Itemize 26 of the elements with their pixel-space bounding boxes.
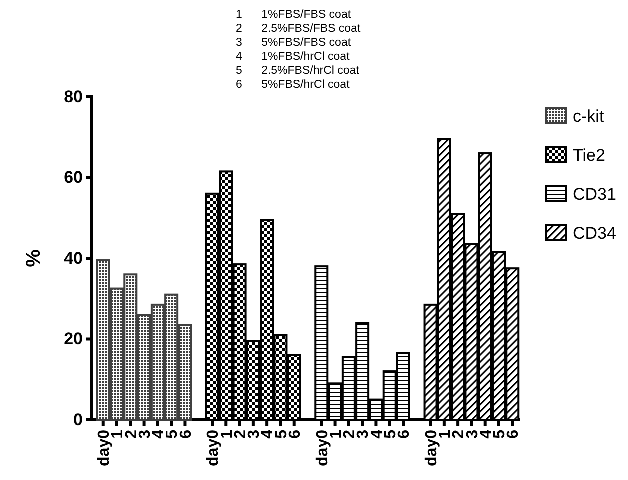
y-axis-title: %: [23, 249, 45, 268]
legend-label: Tie2: [573, 146, 606, 165]
y-tick-label: 80: [64, 87, 83, 106]
x-tick-label: 6: [396, 430, 414, 439]
y-tick-label: 0: [74, 410, 83, 430]
x-tick-label: day0: [205, 430, 222, 466]
y-tick-label: 40: [64, 248, 83, 268]
x-tick-label: day0: [314, 430, 332, 466]
x-tick-label: 6: [505, 430, 522, 439]
text: 2 2.5%FBS/FBS coat: [236, 23, 362, 35]
legend-label: CD34: [573, 224, 616, 243]
x-tick-label: 3: [136, 430, 154, 439]
text: 3 5%FBS/FBS coat: [236, 37, 352, 49]
text: 4 1%FBS/hrCl coat: [236, 51, 351, 63]
y-tick-label: 60: [64, 168, 83, 188]
x-tick-label: day0: [96, 430, 113, 466]
x-tick-label: 4: [260, 430, 277, 439]
text: 5 2.5%FBS/hrCl coat: [236, 65, 360, 77]
text: 1 1%FBS/FBS coat: [236, 9, 352, 21]
x-tick-label: 6: [286, 430, 304, 439]
x-tick-label: day0: [423, 430, 440, 466]
legend-label: CD31: [573, 185, 616, 204]
legend-label: c-kit: [573, 107, 604, 126]
text: 6 5%FBS/hrCl coat: [236, 79, 351, 91]
x-tick-label: 6: [178, 430, 195, 439]
y-tick-label: 20: [64, 330, 83, 349]
